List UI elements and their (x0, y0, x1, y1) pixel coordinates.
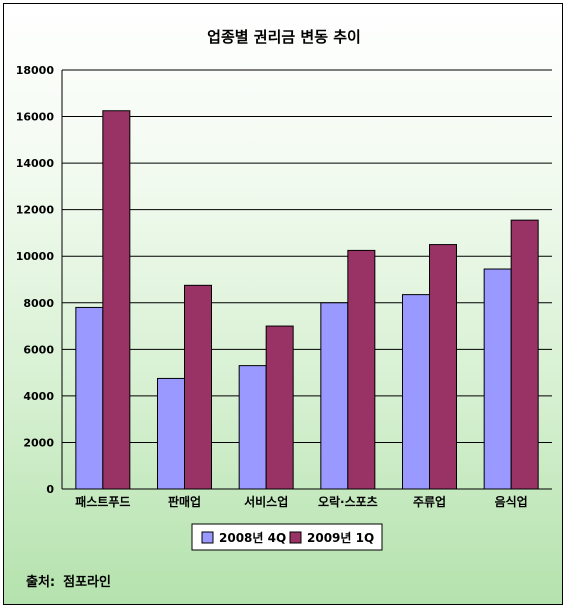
plot-area: 0 2000 4000 6000 8000 10000 12000 14000 16000 180… (16, 64, 552, 509)
bar (483, 268, 512, 490)
y-tick-label: 14000 (16, 157, 55, 170)
bar (265, 325, 294, 490)
bar (510, 219, 539, 490)
bar (429, 244, 457, 490)
legend-label: 2008년 4Q (219, 531, 286, 545)
y-tick-label: 12000 (16, 204, 55, 217)
y-tick-label: 16000 (16, 111, 55, 124)
x-tick-label: 패스트푸드 (75, 495, 130, 509)
legend-label: 2009년 1Q (307, 531, 374, 545)
x-tick-label: 주류업 (413, 495, 446, 509)
source-value: 점포라인 (63, 575, 111, 590)
bar (320, 302, 349, 490)
legend-swatch (289, 531, 302, 544)
bar (184, 284, 212, 490)
bar (102, 110, 131, 490)
legend: 2008년 4Q 2009년 1Q (191, 523, 383, 551)
y-tick-label: 4000 (23, 390, 54, 403)
x-tick-label: 판매업 (168, 494, 201, 509)
chart-title: 업종별 권리금 변동 추이 (207, 28, 361, 46)
x-tick-label: 오락·스포츠 (318, 495, 378, 509)
bar (238, 365, 267, 490)
y-tick-label: 6000 (23, 343, 54, 356)
y-tick-label: 18000 (16, 64, 55, 77)
bar-chart: 업종별 권리금 변동 추이 0 2000 4000 6000 8000 10000 1200… (16, 28, 552, 551)
y-tick-label: 10000 (16, 250, 55, 263)
bar (347, 249, 376, 490)
source-note: 출처: 점포라인 (26, 571, 111, 590)
legend-swatch (201, 531, 214, 544)
legend-box (191, 523, 383, 551)
source-label: 출처: (26, 575, 56, 590)
bar (402, 294, 430, 490)
chart-frame: 업종별 권리금 변동 추이 0 2000 4000 6000 8000 10000 1200… (3, 3, 563, 605)
x-tick-label: 음식업 (495, 494, 528, 509)
bar (75, 306, 104, 490)
x-tick-label: 서비스업 (244, 494, 288, 509)
y-tick-label: 0 (46, 483, 54, 496)
y-tick-label: 8000 (23, 297, 54, 310)
bar (157, 377, 185, 490)
y-tick-label: 2000 (23, 436, 54, 449)
